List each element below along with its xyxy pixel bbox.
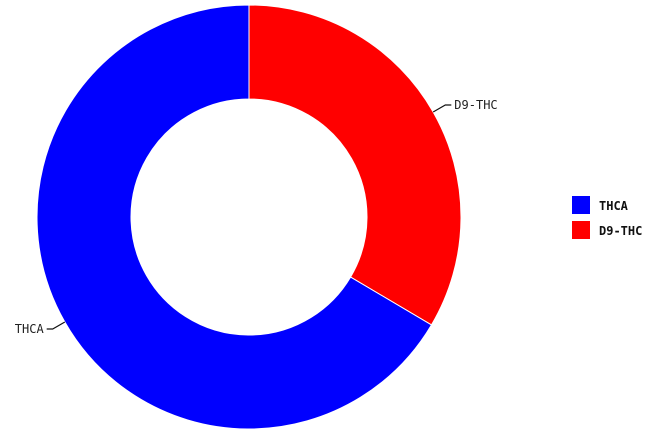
legend: THCA D9-THC [572, 196, 642, 239]
slice-label-d9-thc: D9-THC [454, 98, 497, 112]
legend-item-d9-thc[interactable]: D9-THC [572, 221, 642, 239]
slice-label-thca: THCA [15, 322, 45, 336]
slices-layer [36, 4, 462, 430]
slice-labels-layer: D9-THC THCA [15, 98, 498, 336]
legend-label-d9-thc: D9-THC [599, 224, 642, 238]
legend-item-thca[interactable]: THCA [572, 196, 629, 214]
leader-line-d9-thc [432, 104, 452, 113]
slice-d9-thc[interactable] [248, 4, 462, 326]
legend-swatch-d9-thc [572, 221, 590, 239]
leader-lines-layer [46, 104, 452, 330]
legend-swatch-thca [572, 196, 590, 214]
slice-thca[interactable] [36, 4, 433, 430]
leader-line-thca [46, 321, 66, 330]
legend-label-thca: THCA [599, 199, 629, 213]
